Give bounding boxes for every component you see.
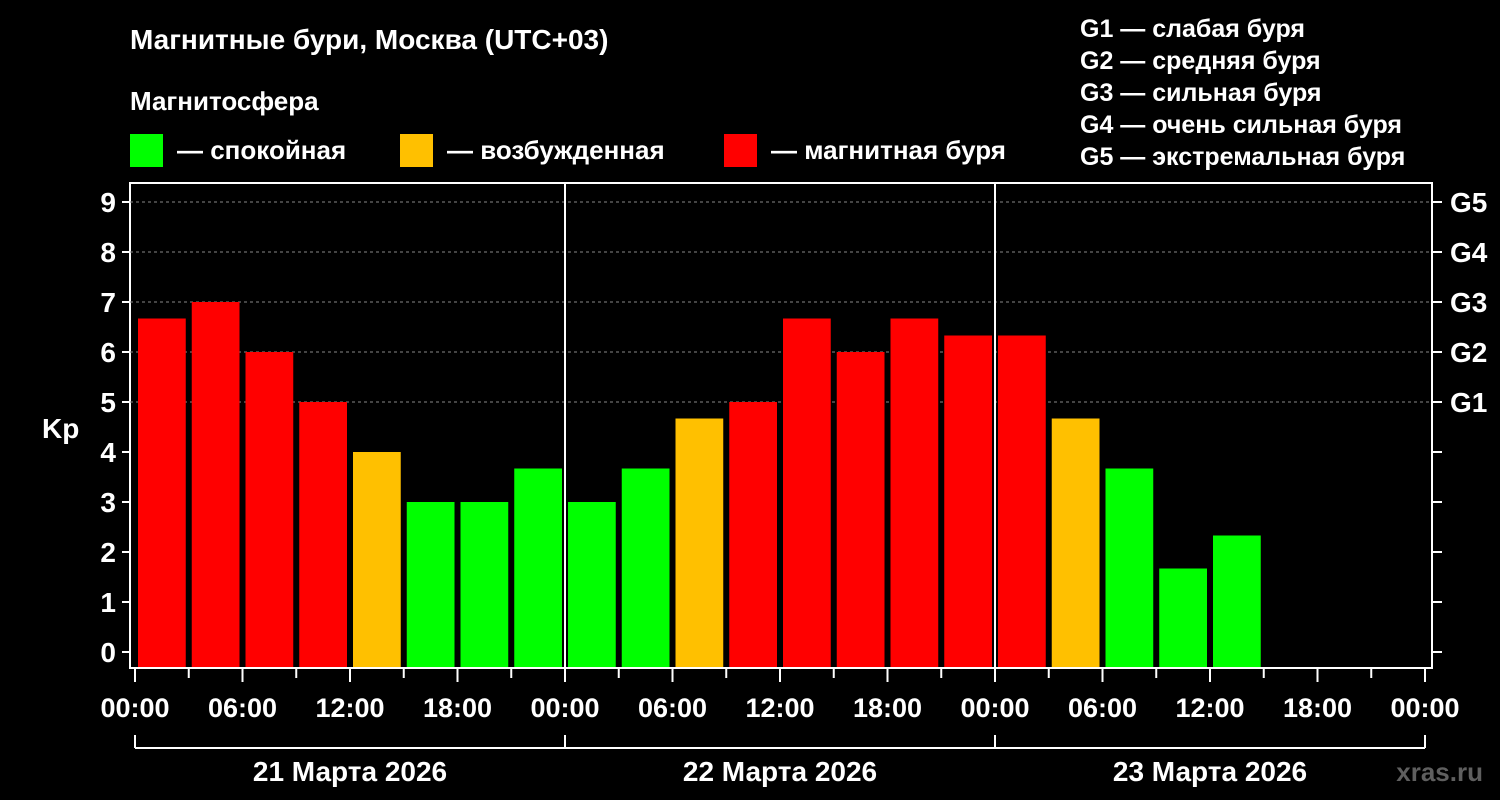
y-tick-label-4: 4 — [100, 437, 116, 468]
kp-bar-3 — [299, 402, 347, 667]
y-tick-label-7: 7 — [100, 287, 116, 318]
y-tick-label-0: 0 — [100, 637, 116, 668]
kp-bar-0 — [138, 318, 186, 667]
kp-bar-9 — [621, 468, 670, 667]
kp-bar-18 — [1105, 468, 1154, 667]
y-tick-label-9: 9 — [100, 187, 116, 218]
kp-bar-14 — [890, 318, 939, 667]
kp-bar-20 — [1213, 535, 1261, 667]
kp-bar-8 — [568, 502, 616, 667]
x-tick-label-8: 00:00 — [960, 693, 1029, 723]
watermark: xras.ru — [1396, 757, 1483, 787]
legend-swatch-0 — [130, 134, 163, 167]
x-tick-label-10: 12:00 — [1175, 693, 1244, 723]
kp-bar-16 — [998, 335, 1046, 667]
x-tick-label-3: 18:00 — [423, 693, 492, 723]
y-tick-label-6: 6 — [100, 337, 116, 368]
legend-title: Магнитосфера — [130, 86, 319, 116]
g-scale-item-1: G2 — средняя буря — [1080, 47, 1321, 75]
g-scale-item-3: G4 — очень сильная буря — [1080, 111, 1402, 139]
x-tick-label-2: 12:00 — [315, 693, 384, 723]
g-scale-legend: G1 — слабая буря G2 — средняя буря G3 — си… — [1080, 15, 1405, 171]
day-label-2: 23 Марта 2026 — [1113, 756, 1307, 787]
y-tick-label-5: 5 — [100, 387, 116, 418]
g-label-0: G1 — [1450, 387, 1487, 418]
x-tick-label-9: 06:00 — [1068, 693, 1137, 723]
x-tick-label-7: 18:00 — [853, 693, 922, 723]
x-tick-label-6: 12:00 — [745, 693, 814, 723]
y-tick-label-3: 3 — [100, 487, 116, 518]
legend-swatch-1 — [400, 134, 433, 167]
kp-bar-5 — [406, 502, 455, 667]
kp-bar-13 — [836, 352, 885, 667]
day-label-0: 21 Марта 2026 — [253, 756, 447, 787]
kp-bar-6 — [460, 502, 509, 667]
legend-label-1: — возбужденная — [447, 135, 665, 165]
x-tick-label-12: 00:00 — [1390, 693, 1459, 723]
kp-bar-10 — [675, 418, 724, 667]
x-tick-label-1: 06:00 — [208, 693, 277, 723]
kp-bar-17 — [1051, 418, 1100, 667]
legend: — спокойная — возбужденная — магнитная бур… — [130, 134, 1006, 167]
y-tick-label-2: 2 — [100, 537, 116, 568]
legend-label-0: — спокойная — [177, 135, 346, 165]
kp-bar-11 — [729, 402, 777, 667]
legend-label-2: — магнитная буря — [771, 135, 1006, 165]
kp-bar-4 — [353, 452, 401, 667]
x-tick-label-0: 00:00 — [100, 693, 169, 723]
kp-bar-2 — [245, 352, 294, 667]
kp-bar-1 — [191, 302, 240, 667]
legend-swatch-2 — [724, 134, 757, 167]
kp-bar-12 — [783, 318, 831, 667]
kp-bar-19 — [1159, 568, 1207, 667]
g-scale-item-2: G3 — сильная буря — [1080, 79, 1322, 107]
g-label-3: G4 — [1450, 237, 1488, 268]
y-axis-label: Kp — [42, 413, 79, 444]
kp-bar-15 — [944, 335, 992, 667]
g-label-1: G2 — [1450, 337, 1487, 368]
y-tick-label-8: 8 — [100, 237, 116, 268]
g-label-2: G3 — [1450, 287, 1487, 318]
chart-title: Магнитные бури, Москва (UTC+03) — [130, 24, 608, 55]
g-scale-item-0: G1 — слабая буря — [1080, 15, 1305, 43]
plot-area: 0 1 2 3 4 5 6 7 8 9 G1 G2 G3 G4 G5 00:00 06:00 12:00 18:00… — [100, 182, 1488, 787]
x-tick-label-5: 06:00 — [638, 693, 707, 723]
day-label-1: 22 Марта 2026 — [683, 756, 877, 787]
x-tick-label-11: 18:00 — [1283, 693, 1352, 723]
g-label-4: G5 — [1450, 187, 1487, 218]
g-scale-item-4: G5 — экстремальная буря — [1080, 143, 1405, 171]
x-tick-label-4: 00:00 — [530, 693, 599, 723]
y-tick-label-1: 1 — [100, 587, 116, 618]
kp-bar-7 — [514, 468, 562, 667]
